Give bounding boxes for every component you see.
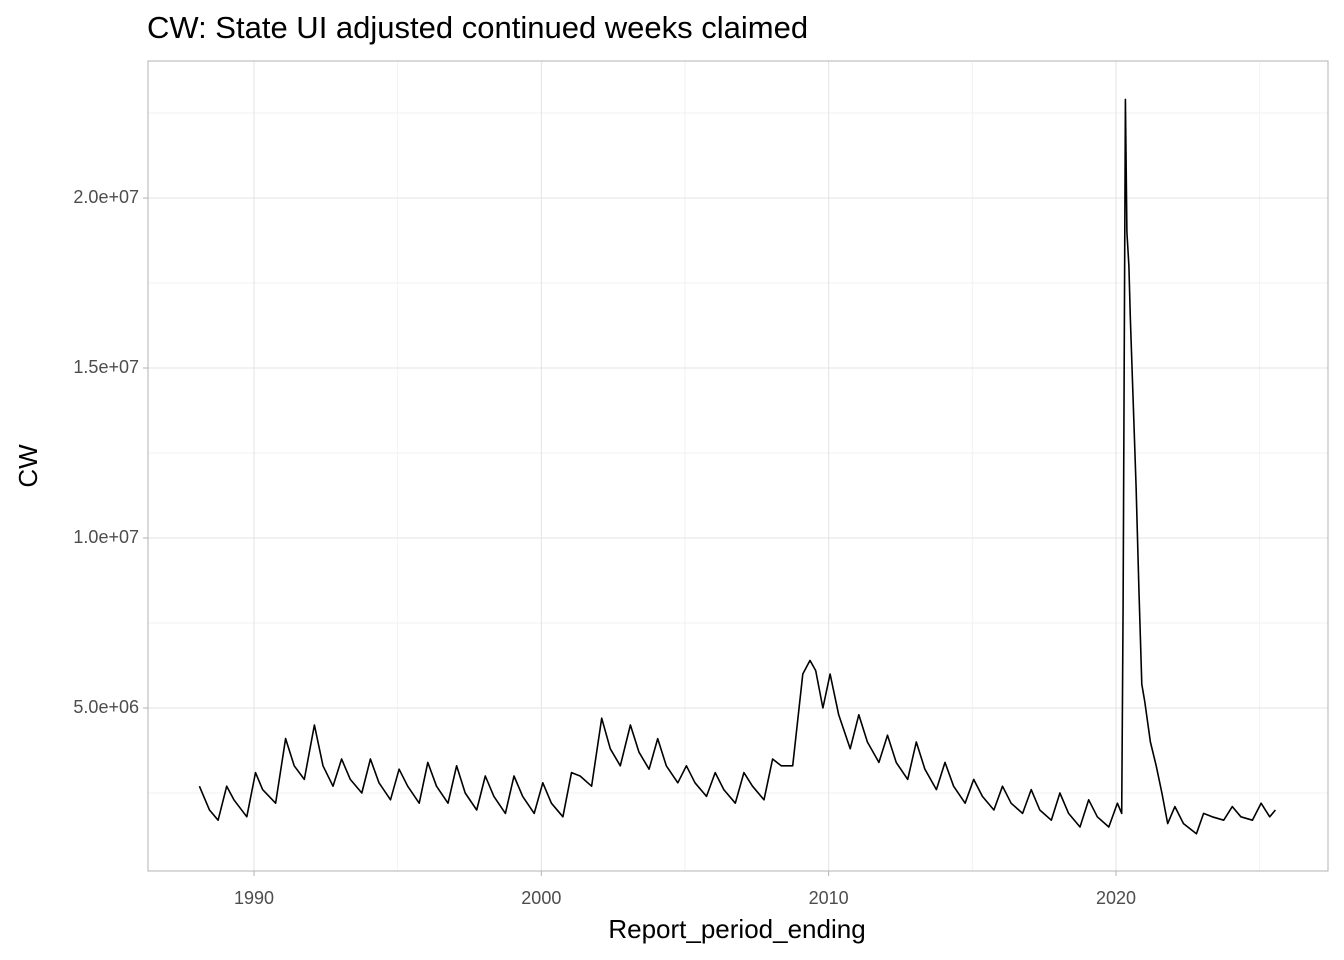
x-tick-label: 2010 [809,888,849,908]
data-line [198,98,1277,835]
y-tick-label: 1.0e+07 [73,527,139,547]
x-tick-label: 1990 [234,888,274,908]
y-tick-label: 1.5e+07 [73,357,139,377]
y-tick-label: 2.0e+07 [73,187,139,207]
y-tick-label: 5.0e+06 [73,697,139,717]
panel-border [147,60,1329,872]
x-axis-label: Report_period_ending [608,914,865,944]
x-tick-label: 2020 [1096,888,1136,908]
chart-title: CW: State UI adjusted continued weeks cl… [147,10,808,45]
y-axis-label: CW [13,444,43,488]
x-tick-label: 2000 [521,888,561,908]
